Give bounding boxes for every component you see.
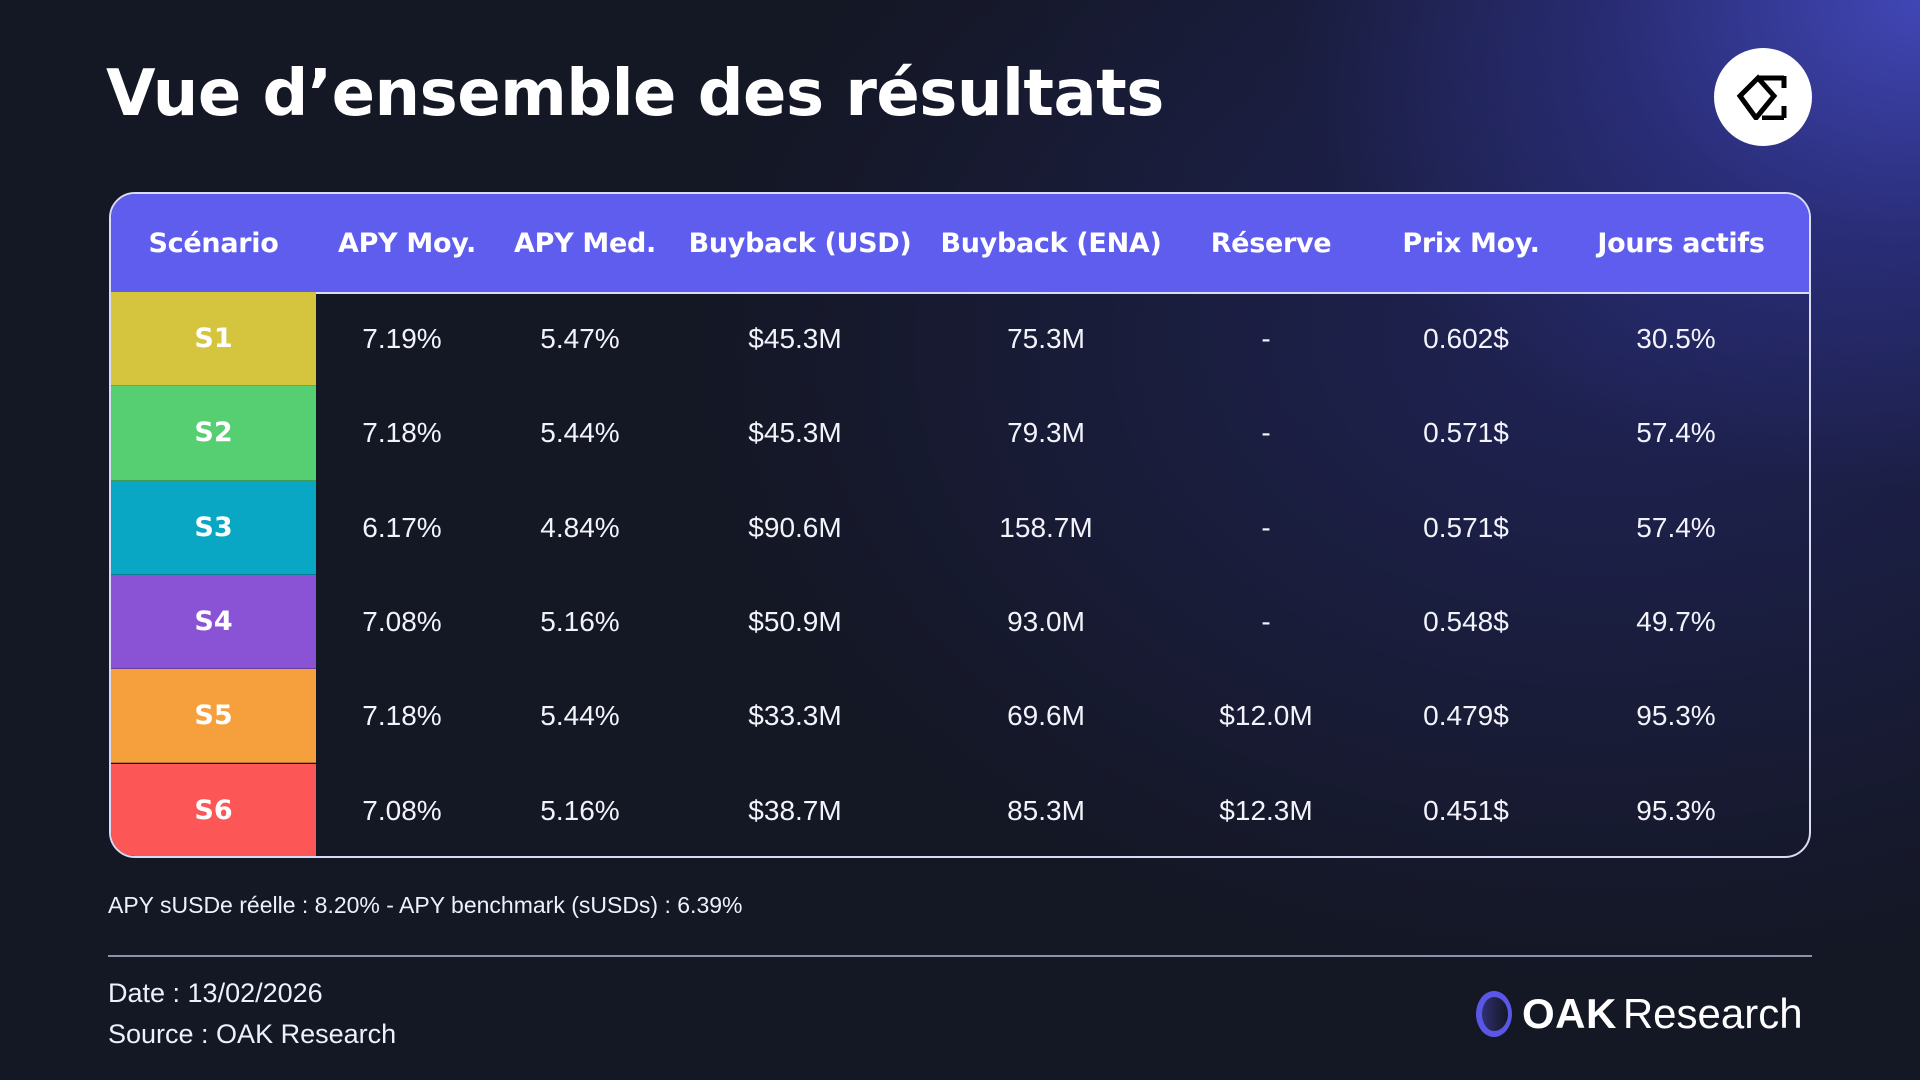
footer-divider [108, 955, 1812, 957]
table-row: S2 7.18% 5.44% $45.3M 79.3M - 0.571$ 57.4% [111, 386, 1809, 481]
apy-med-cell: 5.16% [540, 794, 620, 826]
apy-moy-cell: 7.18% [362, 417, 442, 449]
reserve-cell: - [1261, 606, 1271, 638]
buyback-usd-cell: $45.3M [748, 323, 842, 355]
jours-actifs-cell: 57.4% [1636, 417, 1716, 449]
prix-moy-cell: 0.602$ [1423, 323, 1509, 355]
scenario-cell: S1 [111, 292, 316, 387]
apy-moy-cell: 6.17% [362, 511, 442, 543]
column-header-prix-moy: Prix Moy. [1402, 227, 1540, 259]
source-label: Source : OAK Research [108, 1019, 397, 1049]
apy-note: APY sUSDe réelle : 8.20% - APY benchmark… [108, 892, 743, 918]
table-row: S6 7.08% 5.16% $38.7M 85.3M $12.3M 0.451$ 95.3% [111, 763, 1809, 856]
reserve-cell: $12.3M [1219, 794, 1313, 826]
apy-moy-cell: 7.19% [362, 323, 442, 355]
buyback-ena-cell: 85.3M [1007, 794, 1085, 826]
buyback-usd-cell: $90.6M [748, 511, 842, 543]
column-header-apy-med: APY Med. [514, 227, 656, 259]
table-row: S1 7.19% 5.47% $45.3M 75.3M - 0.602$ 30.5% [111, 292, 1809, 387]
prix-moy-cell: 0.451$ [1423, 794, 1509, 826]
column-header-buyback-ena: Buyback (ENA) [940, 227, 1162, 259]
buyback-ena-cell: 69.6M [1007, 700, 1085, 732]
ethena-logo-icon [1714, 48, 1812, 146]
buyback-ena-cell: 93.0M [1007, 606, 1085, 638]
jours-actifs-cell: 57.4% [1636, 511, 1716, 543]
buyback-usd-cell: $50.9M [748, 606, 842, 638]
jours-actifs-cell: 49.7% [1636, 606, 1716, 638]
oak-research-logo: OAK Research [1476, 986, 1803, 1042]
buyback-ena-cell: 75.3M [1007, 323, 1085, 355]
buyback-ena-cell: 158.7M [999, 511, 1093, 543]
apy-med-cell: 4.84% [540, 511, 620, 543]
buyback-usd-cell: $33.3M [748, 700, 842, 732]
scenario-cell: S3 [111, 480, 316, 575]
prix-moy-cell: 0.479$ [1423, 700, 1509, 732]
table-row: S5 7.18% 5.44% $33.3M 69.6M $12.0M 0.479$ 95.3% [111, 669, 1809, 764]
oak-ring-icon [1476, 991, 1512, 1037]
apy-med-cell: 5.16% [540, 606, 620, 638]
oak-logo-text: OAK [1522, 990, 1617, 1037]
reserve-cell: - [1261, 417, 1271, 449]
scenario-cell: S2 [111, 386, 316, 481]
column-header-buyback-usd: Buyback (USD) [688, 227, 912, 259]
apy-moy-cell: 7.18% [362, 700, 442, 732]
prix-moy-cell: 0.571$ [1423, 417, 1509, 449]
apy-med-cell: 5.47% [540, 323, 620, 355]
column-header-jours-actifs: Jours actifs [1597, 227, 1765, 259]
buyback-usd-cell: $45.3M [748, 417, 842, 449]
apy-med-cell: 5.44% [540, 700, 620, 732]
column-header-reserve: Réserve [1210, 227, 1332, 259]
buyback-usd-cell: $38.7M [748, 794, 842, 826]
reserve-cell: - [1261, 323, 1271, 355]
reserve-cell: - [1261, 511, 1271, 543]
jours-actifs-cell: 30.5% [1636, 323, 1716, 355]
column-header-apy-moy: APY Moy. [337, 227, 477, 259]
apy-moy-cell: 7.08% [362, 606, 442, 638]
jours-actifs-cell: 95.3% [1636, 794, 1716, 826]
jours-actifs-cell: 95.3% [1636, 700, 1716, 732]
reserve-cell: $12.0M [1219, 700, 1313, 732]
page-title: Vue d’ensemble des résultats [106, 57, 1164, 131]
apy-moy-cell: 7.08% [362, 794, 442, 826]
prix-moy-cell: 0.571$ [1423, 511, 1509, 543]
date-label: Date : 13/02/2026 [108, 978, 323, 1008]
table-row: S4 7.08% 5.16% $50.9M 93.0M - 0.548$ 49.7% [111, 574, 1809, 670]
research-logo-text: Research [1622, 990, 1803, 1037]
apy-med-cell: 5.44% [540, 417, 620, 449]
scenario-cell: S4 [111, 574, 316, 670]
table-row: S3 6.17% 4.84% $90.6M 158.7M - 0.571$ 57.4% [111, 480, 1809, 575]
column-header-scenario: Scénario [148, 227, 279, 259]
results-table: Scénario APY Moy. APY Med. Buyback (USD)… [109, 192, 1811, 858]
prix-moy-cell: 0.548$ [1423, 606, 1509, 638]
buyback-ena-cell: 79.3M [1007, 417, 1085, 449]
scenario-cell: S5 [111, 669, 316, 764]
table-header: Scénario APY Moy. APY Med. Buyback (USD)… [111, 194, 1809, 294]
scenario-cell: S6 [111, 763, 316, 856]
